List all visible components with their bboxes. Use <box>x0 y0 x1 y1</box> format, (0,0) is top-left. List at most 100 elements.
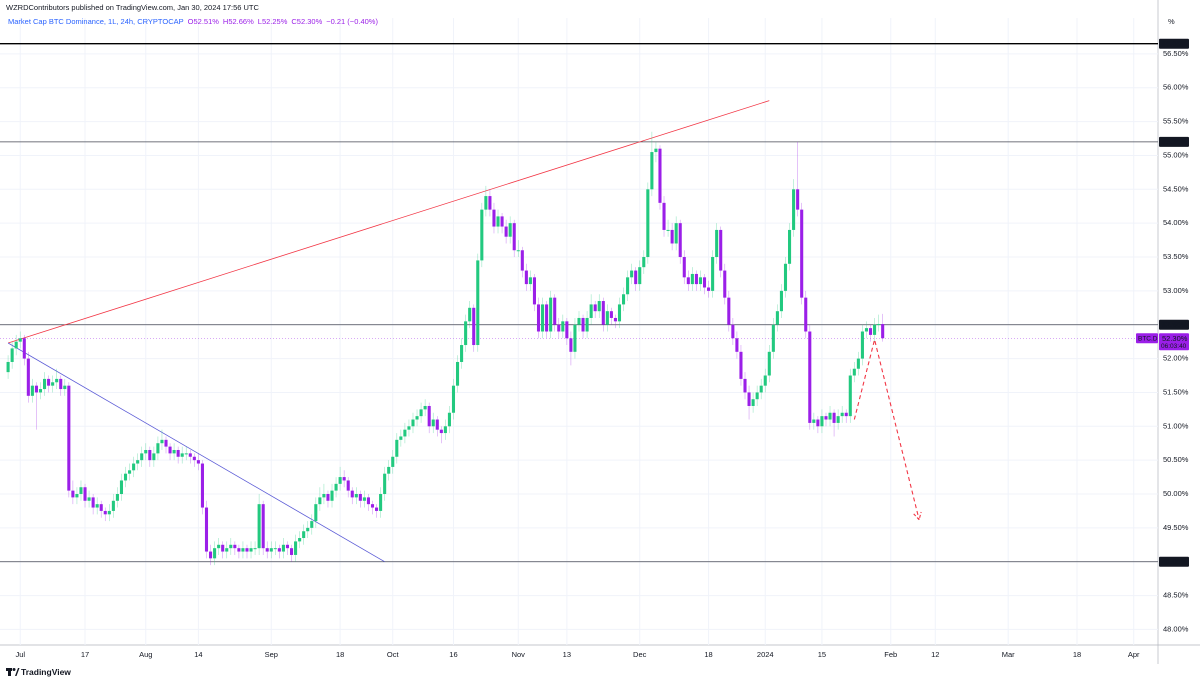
candle-body <box>630 270 634 278</box>
candle-body <box>245 548 249 552</box>
candle-body <box>342 477 346 481</box>
candle-body <box>476 260 480 346</box>
candle-body <box>820 416 824 427</box>
candle-body <box>55 378 59 383</box>
y-tick-label: 54.50% <box>1163 184 1189 193</box>
legend: Market Cap BTC Dominance, 1L, 24h, CRYPT… <box>8 17 378 26</box>
candle-body <box>581 317 585 332</box>
candle-body <box>59 378 63 390</box>
candle-body <box>650 152 654 190</box>
candle-body <box>180 453 184 457</box>
candle-body <box>42 378 47 390</box>
candle-body <box>379 494 383 511</box>
candle-body <box>322 494 326 498</box>
candle-body <box>249 548 253 552</box>
candle-body <box>585 317 589 332</box>
y-tick-label: 56.50% <box>1163 49 1189 58</box>
candle-body <box>265 548 269 552</box>
x-tick-label: Feb <box>884 650 897 659</box>
candle-body <box>601 301 605 325</box>
candle-body <box>196 460 200 464</box>
axis-unit: % <box>1168 17 1175 26</box>
candle-body <box>816 419 820 427</box>
candle-body <box>184 453 188 455</box>
candle-body <box>844 412 848 417</box>
candle-body <box>148 449 152 461</box>
x-tick-label: Nov <box>512 650 526 659</box>
candle-body <box>213 548 217 559</box>
candle-body <box>654 148 658 153</box>
candle-body <box>200 463 204 508</box>
candle-body <box>759 385 763 393</box>
candle-body <box>468 307 472 322</box>
candle-body <box>22 338 26 359</box>
candle-body <box>435 419 439 430</box>
candle-body <box>536 304 541 332</box>
candle-body <box>391 456 395 467</box>
level-label-box <box>1159 556 1189 567</box>
candle-body <box>812 419 816 423</box>
candle-body <box>423 405 427 410</box>
candle-body <box>480 209 484 261</box>
legend-title: Market Cap BTC Dominance, 1L, 24h, CRYPT… <box>8 17 184 26</box>
candle-body <box>103 510 107 515</box>
candle-body <box>427 405 431 427</box>
candle-body <box>334 483 338 491</box>
candle-body <box>330 490 334 501</box>
candle-body <box>172 449 176 454</box>
logo-icon <box>6 668 20 676</box>
candle-body <box>698 277 703 285</box>
candle-body <box>277 548 281 552</box>
candle-body <box>111 500 115 511</box>
x-tick-label: 12 <box>931 650 939 659</box>
candle-body <box>492 209 496 227</box>
x-tick-label: Aug <box>139 650 152 659</box>
x-tick-label: 18 <box>1073 650 1081 659</box>
x-tick-label: 17 <box>81 650 89 659</box>
candle-body <box>609 311 613 318</box>
candle-body <box>38 389 43 393</box>
candle-body <box>451 385 456 413</box>
candle-body <box>621 294 626 305</box>
x-tick-label: 16 <box>449 650 457 659</box>
x-tick-label: Jul <box>15 650 25 659</box>
candle-body <box>873 324 877 335</box>
candle-body <box>646 189 650 258</box>
candle-body <box>47 378 51 386</box>
candle-body <box>828 412 832 420</box>
logo-shape <box>15 668 20 676</box>
candle-body <box>83 487 87 501</box>
candle-body <box>686 277 690 285</box>
candle-body <box>739 351 743 379</box>
candle-body <box>856 358 860 369</box>
candle-body <box>484 196 488 210</box>
candle-body <box>233 544 237 549</box>
candle-body <box>366 497 370 505</box>
logo-shape <box>6 668 12 671</box>
candle-body <box>553 297 557 325</box>
candle-body <box>407 426 411 430</box>
candle-body <box>569 338 573 352</box>
candle-body <box>565 321 569 339</box>
candle-body <box>711 257 715 291</box>
level-label: 49.00% <box>1162 557 1188 566</box>
candle-body <box>261 504 265 549</box>
candle-body <box>383 473 387 495</box>
candle-body <box>217 544 221 549</box>
level-label: 55.20% <box>1162 137 1188 146</box>
candle-body <box>350 490 354 498</box>
candle-body <box>524 270 528 285</box>
candle-body <box>520 250 524 271</box>
candle-body <box>128 470 132 474</box>
candle-body <box>743 378 747 393</box>
trend-line <box>7 100 770 344</box>
y-tick-label: 53.50% <box>1163 252 1189 261</box>
candle-body <box>257 504 261 549</box>
level-label-box <box>1159 136 1189 147</box>
candle-body <box>338 477 342 484</box>
candle-body <box>561 321 565 332</box>
trend-line <box>853 339 920 520</box>
legend-value: −0.21 (−0.40%) <box>326 17 378 26</box>
